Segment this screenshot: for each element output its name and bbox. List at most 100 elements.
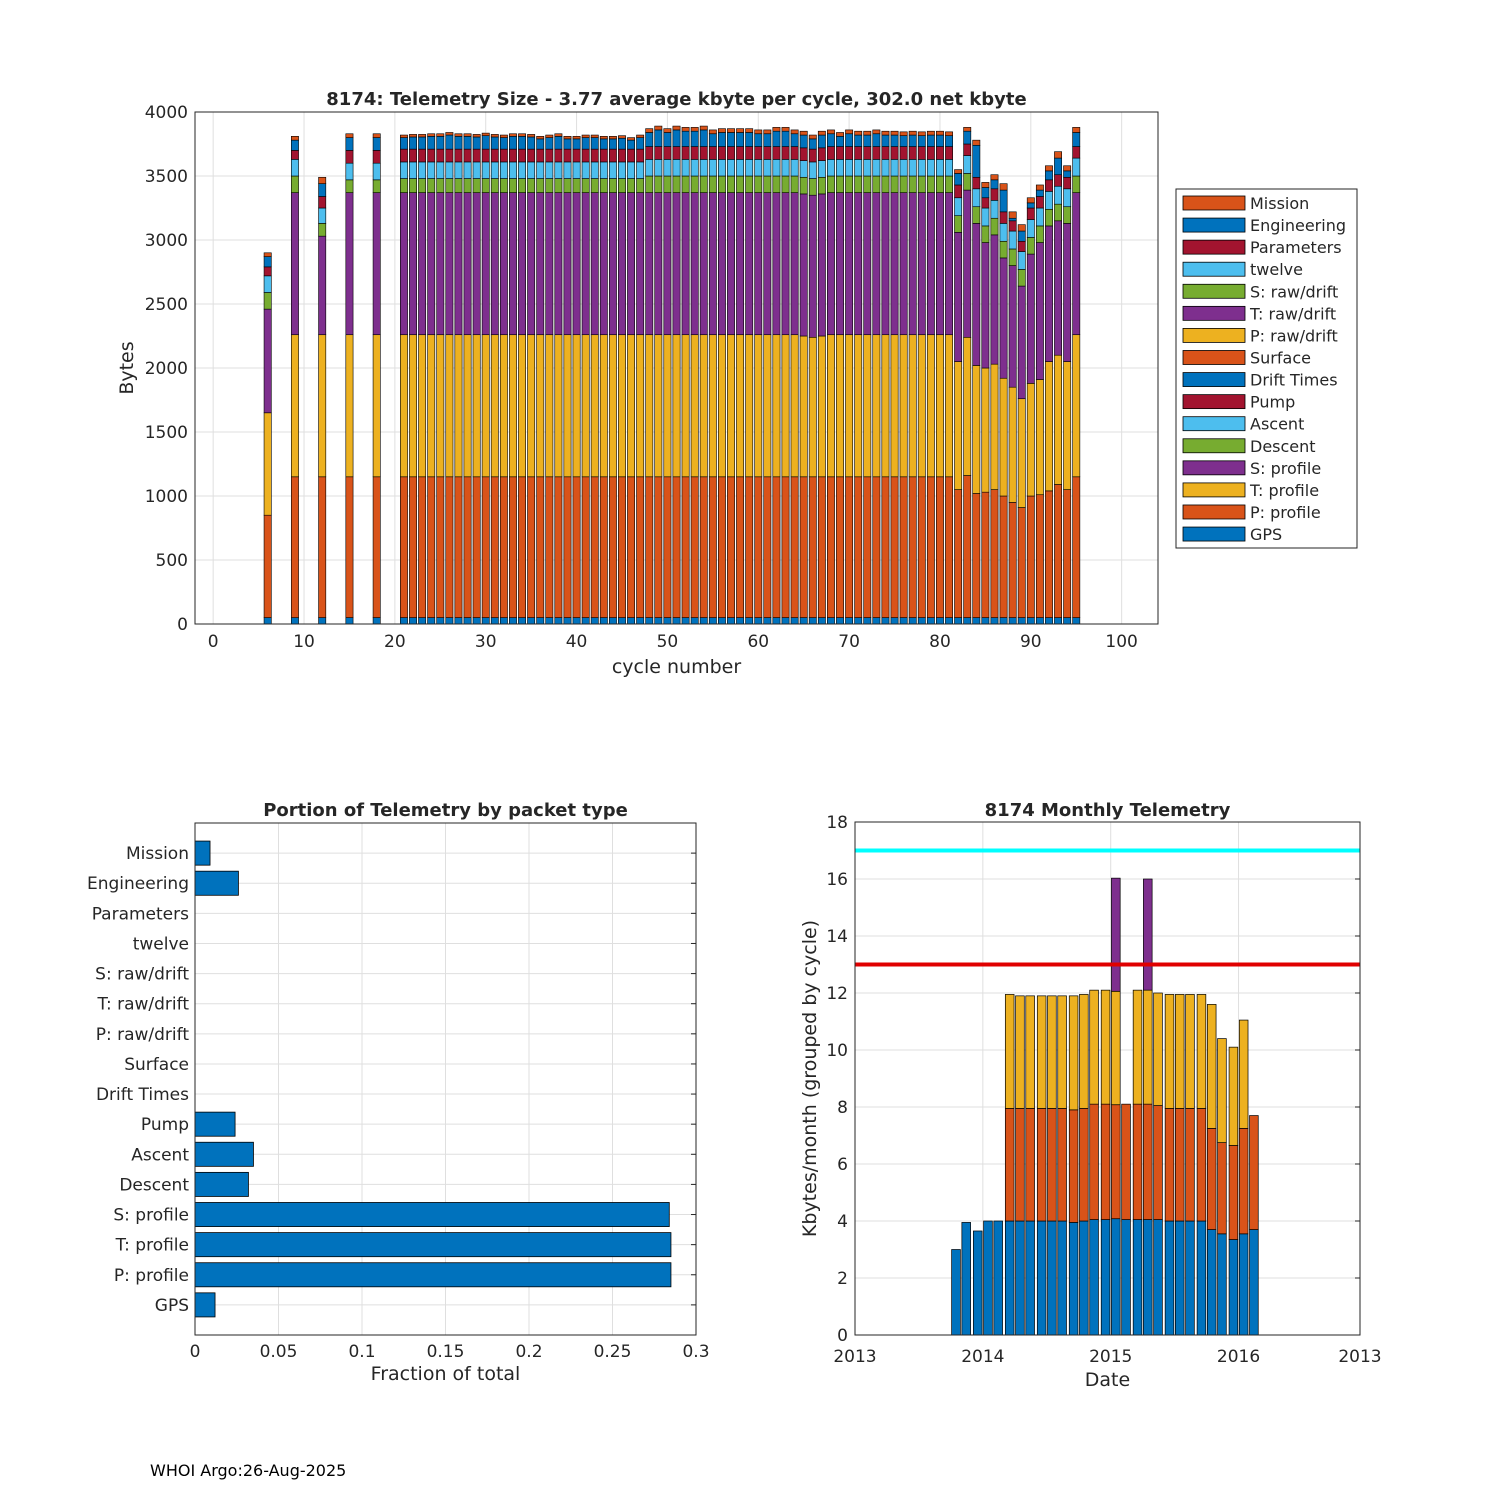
bar-segment	[926, 334, 935, 478]
bar-segment	[999, 223, 1008, 242]
bar-segment	[318, 183, 327, 197]
bar-segment	[1004, 1220, 1015, 1336]
bar-segment	[1206, 1004, 1217, 1129]
y-tick-label: Drift Times	[96, 1085, 189, 1105]
bar-segment	[945, 146, 953, 160]
bar-segment	[827, 129, 835, 135]
bar-segment	[963, 127, 972, 132]
bar-segment	[690, 146, 699, 160]
bar-segment	[345, 476, 354, 618]
bar-segment	[926, 617, 935, 625]
bar-segment	[981, 367, 990, 493]
bar-segment	[608, 136, 617, 140]
bar-segment	[1057, 1108, 1067, 1222]
bar-segment	[936, 134, 944, 147]
bar-segment	[581, 148, 590, 163]
bar-segment	[899, 135, 908, 147]
legend-label: Parameters	[1250, 238, 1342, 257]
bar-segment	[608, 192, 617, 336]
bar-segment	[472, 161, 481, 179]
bar-segment	[899, 146, 908, 160]
bar-segment	[836, 146, 844, 160]
x-axis-label: Fraction of total	[371, 1363, 521, 1385]
bar-segment	[645, 128, 654, 133]
bar-segment	[899, 159, 908, 177]
bar-segment	[318, 207, 327, 224]
bar-segment	[1054, 151, 1063, 159]
bar-segment	[699, 334, 708, 478]
bar-segment	[1185, 1220, 1195, 1336]
bar-segment	[772, 130, 781, 147]
bar-segment	[345, 192, 354, 336]
bar-segment	[663, 334, 672, 478]
bar-segment	[972, 365, 981, 494]
bar-segment	[400, 192, 408, 336]
bar-segment	[799, 617, 808, 625]
bar-segment	[881, 192, 890, 336]
bar-segment	[763, 617, 772, 625]
bar-segment	[708, 175, 717, 193]
bar-segment	[1063, 188, 1072, 208]
bar-segment	[936, 130, 944, 136]
bar-segment	[409, 161, 417, 179]
bar-segment	[645, 476, 654, 618]
bar-segment	[881, 476, 890, 618]
bar-segment	[772, 334, 781, 478]
bar-segment	[1089, 1219, 1099, 1336]
bar-segment	[654, 175, 663, 193]
bar-segment	[1026, 202, 1035, 209]
bar-segment	[527, 192, 536, 336]
bar-segment	[854, 134, 863, 147]
legend-label: GPS	[1250, 525, 1282, 544]
bar	[194, 1171, 249, 1197]
bar-segment	[436, 136, 445, 150]
bar-segment	[973, 1230, 983, 1336]
bar-segment	[318, 617, 327, 625]
bar-segment	[509, 133, 517, 137]
bar-segment	[863, 134, 872, 147]
plot-frame	[194, 111, 1159, 625]
bar-segment	[590, 134, 599, 138]
bar-segment	[936, 159, 944, 177]
bar-segment	[545, 476, 554, 618]
chart-title: 8174 Monthly Telemetry	[985, 800, 1231, 821]
bar-segment	[699, 125, 708, 131]
bar-segment	[763, 476, 772, 618]
bar-segment	[827, 476, 835, 618]
bar-segment	[999, 240, 1008, 259]
bar-segment	[708, 159, 717, 177]
bar-segment	[890, 175, 899, 193]
bar-segment	[790, 334, 799, 478]
bar-segment	[817, 476, 826, 618]
plot-frame	[194, 822, 697, 1336]
bar-segment	[372, 334, 381, 478]
bar-segment	[1063, 617, 1072, 625]
bar-segment	[1035, 196, 1044, 209]
bar-segment	[836, 334, 844, 478]
bar-segment	[590, 137, 599, 150]
bar-segment	[518, 476, 526, 618]
bar-segment	[436, 148, 445, 163]
bar-segment	[1047, 1108, 1057, 1222]
bar-segment	[1072, 617, 1081, 625]
bar-segment	[1057, 995, 1067, 1109]
bar-segment	[872, 175, 881, 193]
bar-segment	[418, 134, 427, 138]
bar-segment	[1054, 484, 1063, 618]
bar-segment	[993, 1220, 1003, 1336]
chart-portion-by-packet-type: 0 0.05 0.1 0.15 0.2 0.25 0.3 Mission Engineering…	[87, 800, 710, 1385]
bar-segment	[445, 132, 454, 136]
bar-segment	[1025, 995, 1035, 1109]
bar-segment	[554, 133, 563, 137]
bar-segment	[926, 134, 935, 147]
bar-segment	[817, 617, 826, 625]
bar-segment	[263, 275, 272, 293]
bar-segment	[1153, 1105, 1163, 1220]
bar-segment	[1072, 127, 1081, 133]
bar-segment	[427, 334, 436, 478]
bar-segment	[1008, 248, 1017, 266]
bar-segment	[736, 128, 745, 133]
bar-segment	[1143, 1103, 1153, 1220]
legend-swatch	[1182, 394, 1246, 410]
bar-segment	[463, 178, 472, 193]
